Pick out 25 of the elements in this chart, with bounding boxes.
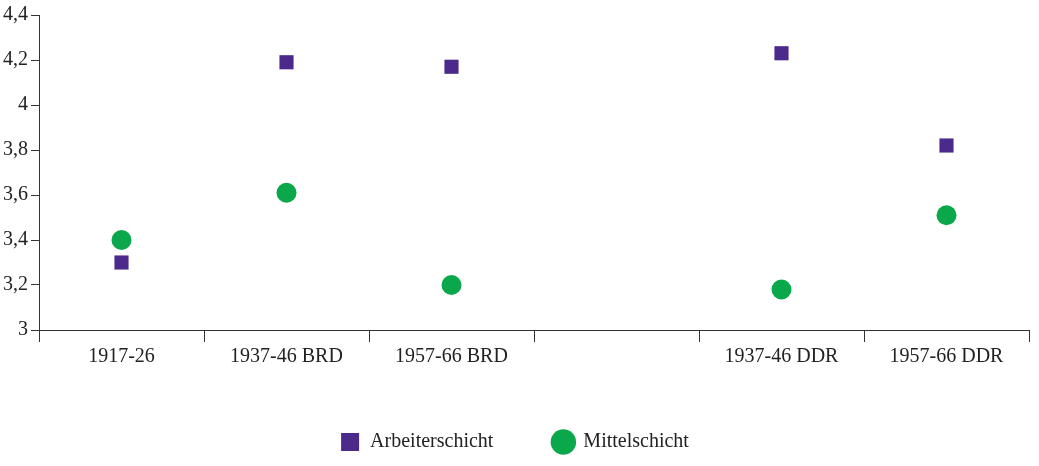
- x-tick-label: 1937-46 DDR: [724, 344, 840, 367]
- y-tick-label: 3,6: [3, 182, 28, 205]
- x-tick-label: 1957-66 DDR: [889, 344, 1005, 367]
- y-tick-label: 4,2: [3, 47, 28, 70]
- x-tick-label: 1917-26: [88, 344, 155, 367]
- legend-label: Arbeiterschicht: [370, 429, 494, 452]
- point: [111, 230, 132, 250]
- point: [936, 205, 957, 226]
- x-tick-label: 1957-66 BRD: [395, 344, 508, 367]
- point: [771, 279, 792, 300]
- point: [774, 46, 789, 61]
- x-tick-label: 1937-46 BRD: [230, 344, 343, 367]
- y-tick-label: 3,8: [3, 137, 28, 160]
- y-tick-label: 4,4: [3, 2, 28, 25]
- point: [939, 138, 954, 153]
- y-tick-label: 4: [18, 92, 28, 115]
- point: [276, 182, 297, 203]
- y-tick-label: 3,4: [3, 227, 28, 250]
- point: [279, 55, 294, 70]
- legend-label: Mittelschicht: [583, 429, 690, 452]
- point: [444, 59, 459, 74]
- y-tick-label: 3: [18, 317, 28, 340]
- y-tick-label: 3,2: [3, 272, 28, 295]
- point: [441, 275, 462, 295]
- point: [114, 255, 129, 270]
